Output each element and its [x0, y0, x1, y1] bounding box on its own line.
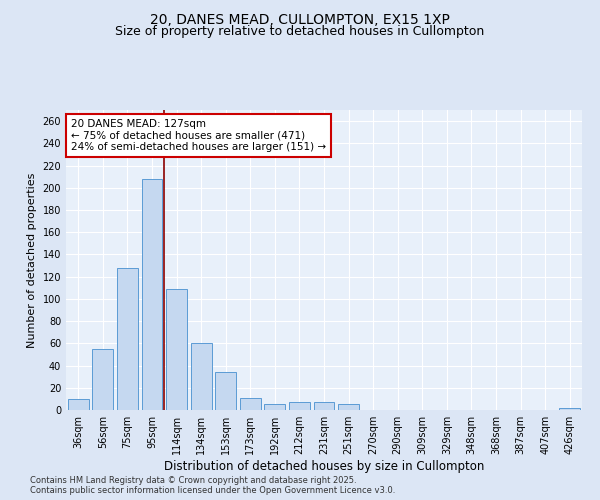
Bar — [289, 402, 310, 410]
Text: Contains HM Land Registry data © Crown copyright and database right 2025.
Contai: Contains HM Land Registry data © Crown c… — [30, 476, 395, 495]
Bar — [240, 398, 261, 410]
Bar — [142, 179, 163, 410]
Bar — [314, 402, 334, 410]
Bar — [166, 289, 187, 410]
Bar — [191, 344, 212, 410]
Bar — [92, 349, 113, 410]
Y-axis label: Number of detached properties: Number of detached properties — [27, 172, 37, 348]
Bar — [559, 408, 580, 410]
Bar — [68, 399, 89, 410]
Text: 20, DANES MEAD, CULLOMPTON, EX15 1XP: 20, DANES MEAD, CULLOMPTON, EX15 1XP — [150, 12, 450, 26]
Bar — [215, 372, 236, 410]
Text: Size of property relative to detached houses in Cullompton: Size of property relative to detached ho… — [115, 25, 485, 38]
Bar — [338, 404, 359, 410]
X-axis label: Distribution of detached houses by size in Cullompton: Distribution of detached houses by size … — [164, 460, 484, 473]
Bar — [265, 404, 286, 410]
Text: 20 DANES MEAD: 127sqm
← 75% of detached houses are smaller (471)
24% of semi-det: 20 DANES MEAD: 127sqm ← 75% of detached … — [71, 119, 326, 152]
Bar — [117, 268, 138, 410]
